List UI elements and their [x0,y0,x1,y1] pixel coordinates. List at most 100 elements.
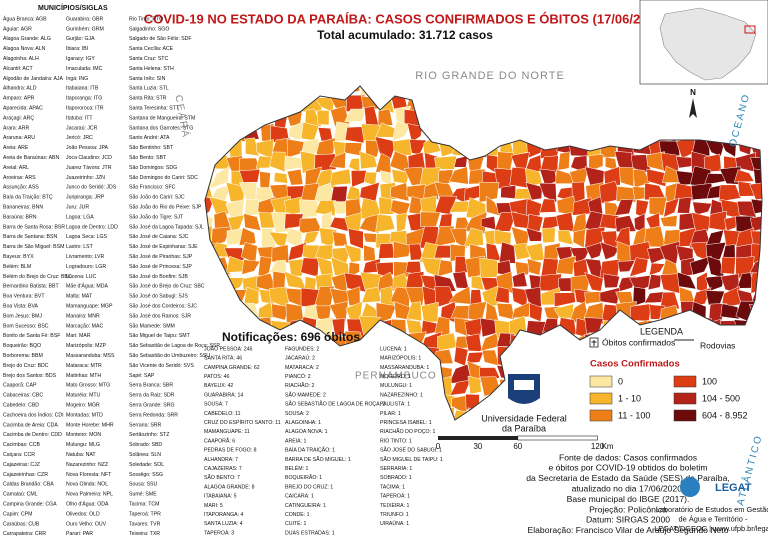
municipality [478,181,500,203]
legend-label: 0 [618,376,623,386]
municipality-entry: São José da Lagoa Tapada: SJL [129,224,204,230]
deaths-title: Notificações: 696 óbitos [222,330,360,344]
municipality-entry: Aroeiras: ARS [3,175,36,181]
municipality-entry: Borborema: BBM [3,353,43,359]
municipality [749,214,762,232]
municipality [674,182,694,201]
source-line: Projeção: Policônica [589,504,667,514]
municipality-entry: Juru: JUR [66,204,89,210]
municipality [298,199,319,219]
municipality [434,225,456,247]
municipality [406,301,422,322]
municipality-entry: São José de Piranhas: SJP [129,254,193,260]
death-list: JOÃO PESSOA: 246 SANTA RITA: 46 CAMPINA GR… [204,345,443,536]
lab-line: Laboratório de Estudos em Gestão [656,505,768,514]
municipality-entry: Santo André: ATA [129,135,170,141]
municipality [692,201,713,216]
municipality [691,212,712,234]
municipality-list: Água Branca: AGB Aguiar: AGR Alagoa Grande… [3,15,220,537]
municipality-entry: São João do Cariri: SJC [129,195,185,201]
legend-label: 104 - 500 [702,393,740,403]
municipality-entry: Santa Teresinha: STT [129,105,180,111]
death-entry: RIO TINTO: 1 [380,438,412,444]
municipality-entry: Bananeiras: BNN [3,204,43,210]
municipality [378,243,395,259]
municipality-entry: Monte Horebe: MHR [66,422,114,428]
municipality [227,214,245,231]
death-entry: AREIA: 1 [285,438,306,444]
municipality-entry: Araçagi: ARÇ [3,115,34,121]
municipality-entry: Mari: MAR [66,333,91,339]
legend-swatch [589,375,613,388]
legend-cases-title: Casos Confirmados [590,359,680,370]
municipality [750,198,762,214]
municipality [377,108,394,127]
death-entry: JOÃO PESSOA: 246 [204,345,253,352]
death-entry: ALHANDRA: 7 [204,457,238,463]
municipality [257,255,273,280]
municipality [466,351,484,364]
municipality [676,196,692,214]
municipality-entry: São José de Espinharas: SJE [129,244,198,250]
municipality [724,215,738,232]
municipality-entry: São Francisco: SFC [129,185,176,191]
municipality-entry: São João do Rio do Peixe: SJP [129,204,202,210]
municipality [209,196,230,215]
municipality-entry: Alagoinha: ALH [3,56,39,62]
municipality [720,256,736,275]
municipality [259,171,271,189]
death-entry: BOQUEIRÃO: 1 [285,474,322,481]
municipality-entry: Serra Branca: SBR [129,383,173,389]
municipality-entry: Bom Sucesso: BSC [3,323,49,329]
north-arrow: N [689,88,697,118]
source-line: Elaboração: Francisco Vilar de Araújo Se… [528,525,729,535]
municipality [708,210,727,232]
municipality [499,241,516,264]
municipality-entry: São José do Brejo do Cruz: SBC [129,284,205,290]
municipality [733,169,755,183]
institution: da Paraíba [502,423,546,433]
municipality [649,262,666,276]
municipality-entry: Brejo do Cruz: BDC [3,363,49,369]
municipality-entry: Alhandra: ALD [3,86,37,92]
municipality-entry: Serra Grande: SRG [129,402,175,408]
death-entry: SÃO MIGUEL DE TAIPU: 1 [380,456,443,463]
municipality-entry: Solânea: SLN [129,452,161,458]
municipality-entry: Guarabira: GBR [66,16,103,22]
list-title: MUNICÍPIOS/SIGLAS [38,3,108,12]
municipality-entry: Araruna: ARU [3,135,35,141]
municipality-entry: Santa Rita: STR [129,96,167,102]
municipality [525,182,543,201]
municipality [344,126,366,144]
municipality [513,243,530,261]
municipality [663,197,680,218]
municipality-entry: Barra de Santa Rosa: BSR [3,224,65,230]
municipality-entry: Sertãozinho: STZ [129,432,169,438]
legend-title: LEGENDA [640,326,683,336]
municipality-entry: São José do Bonfim: SJB [129,274,188,280]
municipality [450,228,468,249]
municipality [375,213,396,233]
municipality-entry: Serraria: SRR [129,422,162,428]
municipality [329,168,352,186]
municipality [375,152,392,174]
municipality [315,137,336,159]
municipality-entry: Bernardino Batista: BBT [3,284,59,290]
death-entry: SANTA LUZIA: 4 [204,521,243,527]
scale-tick: 0 [436,442,441,451]
municipality [599,241,620,261]
municipality [304,108,323,128]
death-entry: CONDE: 1 [285,512,310,518]
municipality [344,108,367,123]
municipality [396,212,408,234]
municipality-entry: Cacimbas: CCB [3,442,40,448]
municipality-entry: Boqueirão: BQO [3,343,41,349]
municipality-entry: São José dos Ramos: SJR [129,313,191,319]
municipality-entry: Manaíra: MNR [66,313,100,319]
municipality [375,302,397,324]
municipality-entry: Logradouro: LGR [66,264,106,270]
municipality [375,262,394,277]
